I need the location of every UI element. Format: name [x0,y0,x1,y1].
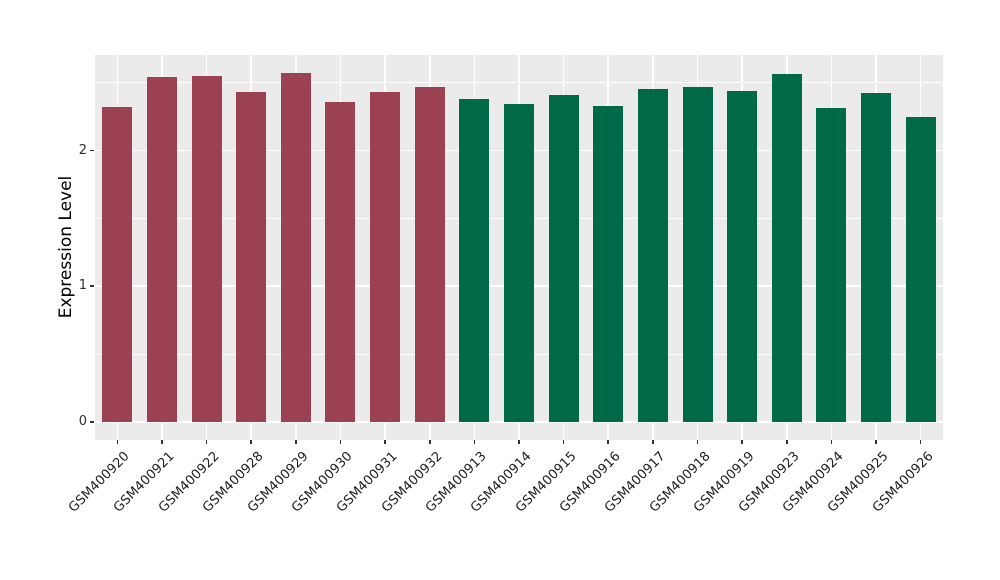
bar-GSM400931 [370,92,401,422]
x-tick-mark [518,440,520,444]
bar-GSM400930 [325,101,356,422]
y-tick-label: 0 [78,414,87,429]
bar-GSM400917 [637,89,668,422]
bar-GSM400923 [771,74,802,422]
x-tick-mark [339,440,342,444]
x-tick-mark [785,440,788,444]
bar-GSM400926 [905,116,936,422]
x-tick-mark [116,440,119,444]
x-tick-mark [428,440,431,444]
bar-GSM400918 [682,86,713,422]
x-tick-mark [830,440,833,444]
y-tick-mark [90,285,94,288]
bar-GSM400928 [236,92,267,422]
y-tick-mark [90,421,94,423]
x-tick-mark [473,440,476,444]
bar-GSM400916 [593,105,624,422]
bar-GSM400919 [727,90,758,422]
bar-GSM400924 [816,108,847,422]
x-tick-mark [875,440,877,444]
x-tick-mark [562,440,565,444]
x-tick-mark [250,440,252,444]
bar-GSM400921 [146,77,177,422]
x-tick-mark [295,440,297,444]
x-tick-mark [384,440,386,444]
bar-GSM400932 [414,86,445,422]
minor-gridline [95,82,943,84]
bar-GSM400929 [280,73,311,422]
x-tick-mark [205,440,208,444]
x-tick-mark [741,440,743,444]
bar-GSM400925 [861,93,892,422]
x-tick-mark [652,440,654,444]
bar-GSM400915 [548,94,579,422]
bar-GSM400920 [102,107,133,422]
bar-GSM400922 [191,75,222,422]
y-axis-title: Expression Level [56,175,76,319]
plot-panel [95,55,943,440]
y-tick-label: 1 [78,278,87,294]
x-tick-mark [607,440,610,444]
x-tick-mark [161,440,163,444]
x-tick-mark [696,440,699,444]
bar-GSM400914 [504,104,534,422]
y-tick-label: 2 [78,142,87,158]
x-tick-mark [919,440,922,444]
bar-GSM400913 [459,98,490,422]
y-tick-mark [90,149,94,152]
